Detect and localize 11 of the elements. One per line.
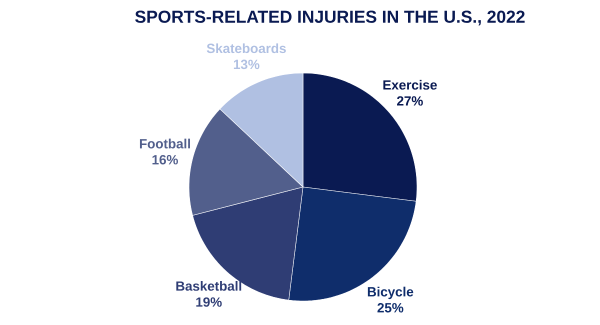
slice-label: Exercise [383, 80, 437, 90]
slice-label: Basketball [176, 280, 242, 291]
data-label: 25% [377, 303, 404, 312]
slice-label: Skateboards [206, 43, 286, 54]
data-label: 16% [152, 155, 178, 164]
slice-label: Bicycle [368, 286, 414, 300]
data-label: 27% [397, 96, 423, 106]
data-label: 19% [196, 297, 222, 307]
data-label: 13% [234, 60, 260, 70]
chart-title: SPORTS-RELATED INJURIES IN THE U.S., 2022 [135, 10, 525, 26]
slice-label: Football [140, 138, 190, 148]
